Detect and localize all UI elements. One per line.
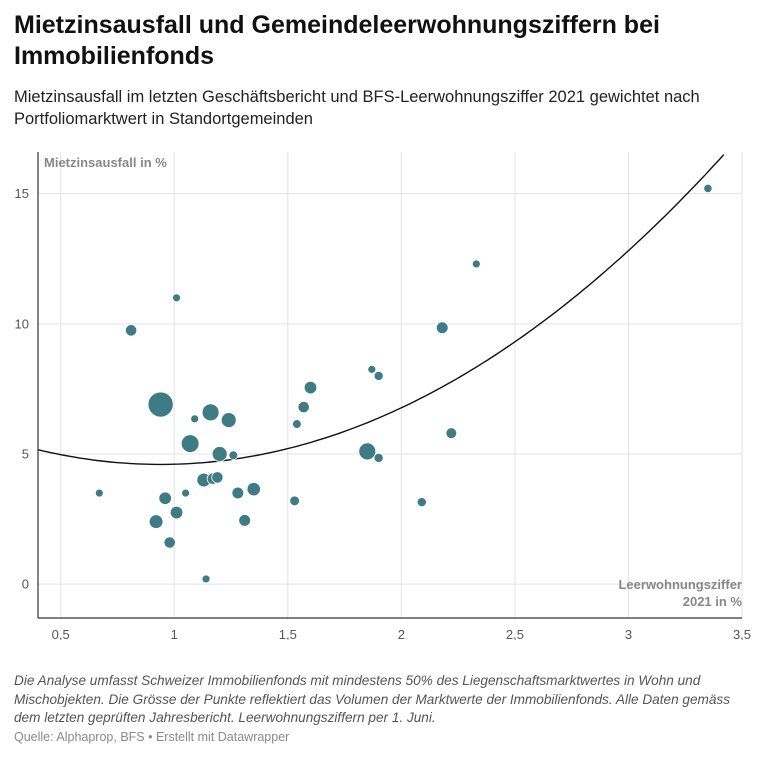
data-point <box>373 452 384 463</box>
x-tick-label: 2,5 <box>506 627 524 640</box>
source-credit: Quelle: Alphaprop, BFS • Erstellt mit Da… <box>14 730 290 744</box>
data-points <box>94 183 713 584</box>
chart-title: Mietzinsausfall und Gemeindeleerwohnungs… <box>14 11 660 70</box>
data-point <box>163 536 176 549</box>
data-point <box>211 446 228 462</box>
x-tick-label: 1,5 <box>279 627 297 640</box>
y-axis-label: Mietzinsausfall in % <box>44 155 167 170</box>
data-point <box>169 505 184 520</box>
axis-labels: Mietzinsausfall in % Leerwohnungsziffer 20… <box>44 155 742 609</box>
data-point <box>367 364 377 374</box>
data-point <box>246 482 261 497</box>
data-point <box>220 412 237 429</box>
x-tick-label: 1 <box>171 627 178 640</box>
footnote: Die Analyse umfasst Schweizer Immobilien… <box>14 673 731 725</box>
x-axis-label: 2021 in % <box>683 594 743 609</box>
data-point <box>303 380 318 395</box>
data-point <box>228 450 239 461</box>
y-tick-label: 0 <box>22 577 29 592</box>
data-point <box>181 488 191 498</box>
data-point <box>180 434 200 453</box>
y-tick-label: 10 <box>15 316 29 331</box>
data-point <box>172 293 181 303</box>
data-point <box>201 574 211 584</box>
data-point <box>201 403 220 422</box>
data-point <box>292 419 302 429</box>
data-point <box>158 491 172 505</box>
data-point <box>125 324 138 337</box>
x-axis-label: Leerwohnungsziffer <box>618 577 742 592</box>
x-tick-label: 3,5 <box>733 627 751 640</box>
data-point <box>190 414 200 424</box>
axes: 0,5 1 1,5 2 2,5 3 3,5 0 5 10 15 <box>15 152 751 640</box>
grid-lines <box>38 152 743 618</box>
data-point <box>94 488 104 498</box>
data-point <box>435 321 449 335</box>
data-point <box>238 514 251 527</box>
data-point <box>703 183 713 194</box>
data-point <box>147 391 174 418</box>
data-point <box>373 370 384 381</box>
trend-line <box>37 154 725 466</box>
data-point <box>289 495 300 507</box>
data-point <box>148 514 164 529</box>
data-point <box>416 497 427 508</box>
chart-subtitle: Mietzinsausfall im letzten Geschäftsberi… <box>14 88 700 128</box>
scatter-chart: 0,5 1 1,5 2 2,5 3 3,5 0 5 10 15 Mietzinsausfall in… <box>15 152 751 640</box>
data-point <box>445 427 458 439</box>
trend-line-group <box>37 154 725 466</box>
x-tick-label: 3 <box>625 627 632 640</box>
data-point <box>297 401 310 414</box>
data-point <box>358 442 377 461</box>
data-point <box>231 486 245 500</box>
y-tick-label: 15 <box>15 186 29 201</box>
data-point <box>211 471 224 484</box>
x-tick-label: 2 <box>398 627 405 640</box>
y-tick-label: 5 <box>22 446 29 461</box>
data-point <box>471 259 481 269</box>
x-tick-label: 0,5 <box>52 627 70 640</box>
